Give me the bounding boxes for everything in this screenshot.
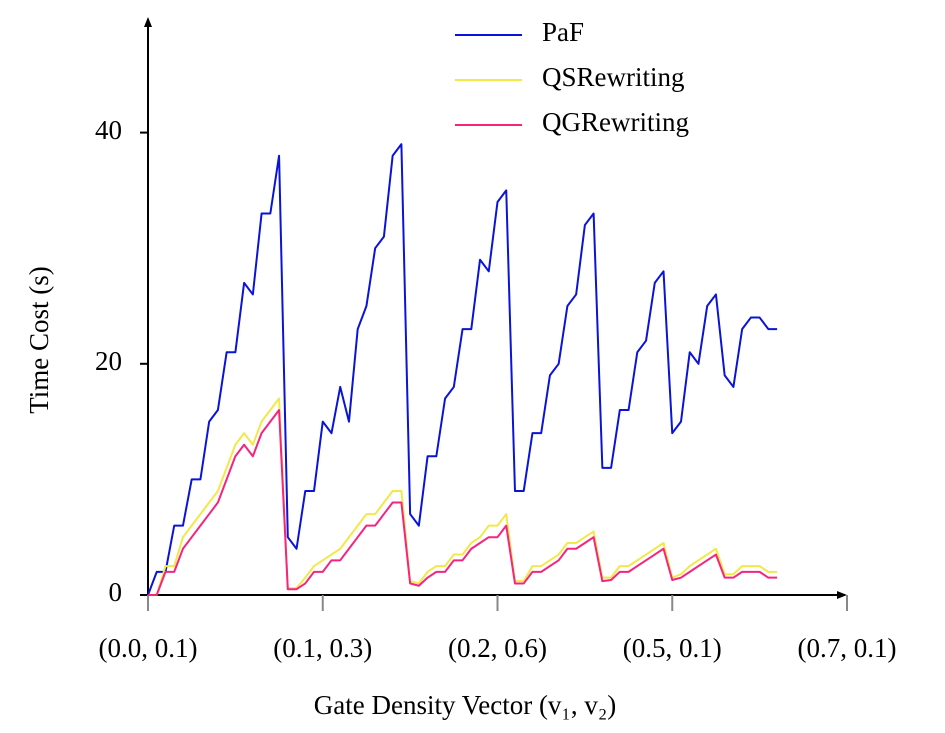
x-tick-label: (0.0, 0.1) [99, 633, 198, 663]
x-tick-label: (0.5, 0.1) [623, 633, 722, 663]
legend-label: QSRewriting [542, 62, 685, 92]
y-axis-arrow [144, 17, 152, 27]
series-line [148, 397, 778, 596]
legend-label: QGRewriting [542, 107, 689, 137]
x-tick-label: (0.2, 0.6) [448, 633, 547, 663]
series-line [148, 409, 778, 596]
y-tick-label: 0 [109, 577, 123, 607]
y-axis-label: Time Cost (s) [24, 266, 54, 414]
x-axis-arrow [837, 591, 847, 599]
x-axis-label: Gate Density Vector (v₁, v₂) [314, 690, 617, 720]
x-tick-label: (0.1, 0.3) [273, 633, 372, 663]
x-tick-label: (0.7, 0.1) [798, 633, 897, 663]
series-line [147, 143, 778, 596]
y-tick-label: 40 [95, 115, 122, 145]
legend-label: PaF [542, 17, 584, 47]
y-tick-label: 20 [95, 346, 122, 376]
